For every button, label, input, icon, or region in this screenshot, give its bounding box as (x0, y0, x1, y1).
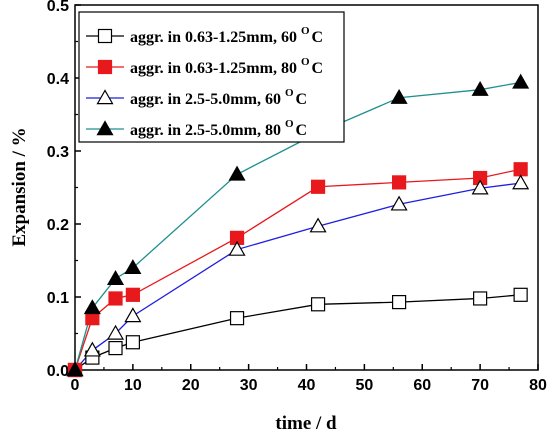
series-3-point (390, 195, 408, 211)
legend-label-degree: O (285, 87, 294, 99)
series-4-point (390, 89, 408, 104)
legend-marker-1 (97, 28, 113, 44)
y-tick-label: 0.5 (47, 0, 69, 15)
x-tick-label: 10 (124, 377, 142, 394)
series-3-point (228, 240, 246, 256)
series-4-point (83, 299, 101, 315)
legend-label-unit: C (296, 91, 308, 108)
legend-label-degree: O (285, 118, 294, 130)
series-2-point (108, 291, 123, 306)
series-2-point (310, 179, 326, 194)
legend-label-text: aggr. in 0.63-1.25mm, 80 (130, 60, 301, 77)
y-tick-label: 0.2 (47, 217, 69, 234)
legend-label-unit: C (312, 60, 324, 77)
series-3-point (106, 324, 125, 340)
y-axis-title: Expansion / % (9, 127, 30, 246)
x-tick-label: 30 (240, 377, 258, 394)
legend-label-text: aggr. in 2.5-5.0mm, 60 (130, 91, 285, 108)
series-line-3 (74, 182, 521, 371)
series-3-point (83, 341, 101, 357)
legend-marker-2 (97, 59, 113, 75)
x-tick-label: 80 (529, 377, 547, 394)
series-1-point (229, 311, 245, 326)
series-3-point (471, 179, 489, 195)
legend-label-degree: O (301, 25, 310, 37)
series-1-point (392, 295, 407, 310)
legend-label-text: aggr. in 2.5-5.0mm, 80 (130, 122, 285, 139)
series-2-point (392, 175, 407, 190)
series-1-point (473, 291, 488, 306)
series-1-point (125, 335, 140, 350)
series-1-point (513, 287, 528, 302)
legend-box (78, 11, 345, 143)
series-4-point (66, 361, 84, 377)
x-tick-label: 60 (413, 377, 431, 394)
series-4-point (106, 270, 125, 285)
legend-label-unit: C (296, 122, 308, 139)
legend-label-unit: C (312, 29, 324, 46)
series-3-point (309, 217, 327, 233)
series-4-point (471, 80, 489, 96)
series-4-point (228, 165, 246, 181)
series-4-point (512, 73, 530, 89)
x-tick-label: 70 (471, 377, 489, 394)
series-3-point (512, 174, 530, 190)
legend-marker-3 (96, 89, 114, 105)
x-axis-title: time / d (275, 413, 337, 434)
series-line-1 (74, 294, 521, 371)
legend-label-text: aggr. in 0.63-1.25mm, 60 (130, 29, 301, 46)
legend-marker-4 (96, 120, 114, 136)
series-3-point (124, 307, 142, 323)
series-2-point (125, 287, 140, 302)
x-tick-label: 0 (71, 377, 80, 394)
legend-label-degree: O (301, 56, 310, 68)
series-4-point (124, 259, 142, 275)
y-tick-label: 0.1 (47, 290, 69, 307)
axis-ticks: 0 10 20 30 40 50 60 70 80 0.0 0.1 0.2 0.3 0.4 0.5 (47, 0, 547, 394)
y-tick-label: 0.3 (47, 144, 69, 161)
series-1-point (310, 297, 326, 312)
series-2-point (513, 162, 528, 177)
y-tick-label: 0.4 (47, 71, 69, 88)
x-tick-label: 20 (182, 377, 200, 394)
y-tick-label: 0.0 (47, 363, 69, 380)
series-1-point (108, 341, 123, 356)
x-tick-label: 40 (298, 377, 316, 394)
x-tick-label: 50 (355, 377, 373, 394)
